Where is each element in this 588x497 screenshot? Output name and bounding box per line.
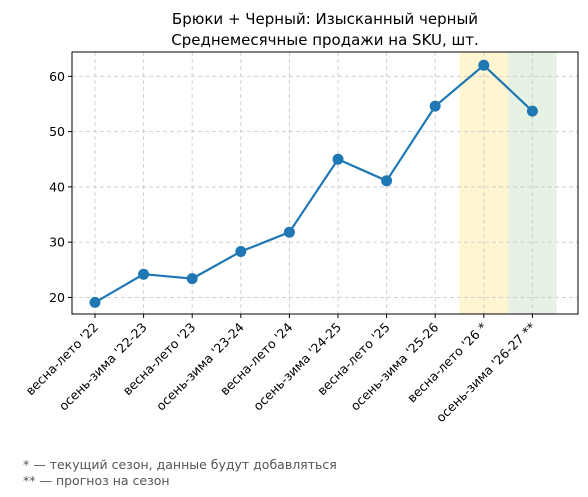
highlight-band-1 bbox=[459, 52, 509, 314]
season-highlights bbox=[459, 52, 557, 314]
series bbox=[89, 59, 538, 308]
x-tick-label-8: осень-зима '25-26 bbox=[347, 319, 441, 413]
y-tick-label-20: 20 bbox=[49, 290, 65, 305]
y-tick-label-30: 30 bbox=[49, 235, 65, 250]
data-point-5 bbox=[283, 226, 295, 238]
data-point-2 bbox=[138, 268, 150, 280]
data-point-7 bbox=[381, 175, 393, 187]
footnotes: * — текущий сезон, данные будут добавлят… bbox=[23, 457, 337, 488]
data-point-1 bbox=[89, 296, 101, 308]
x-tick-label-4: осень-зима '23-24 bbox=[153, 319, 247, 413]
x-tick-label-2: осень-зима '22-23 bbox=[56, 320, 150, 414]
y-tick-label-40: 40 bbox=[49, 179, 65, 194]
chart-title-line-1: Брюки + Черный: Изысканный черный bbox=[172, 10, 478, 28]
x-tick-label-10: осень-зима '26-27 ** bbox=[433, 320, 539, 426]
highlight-band-2 bbox=[508, 52, 557, 314]
footnote-current-season: * — текущий сезон, данные будут добавлят… bbox=[23, 457, 337, 472]
data-point-4 bbox=[235, 246, 247, 258]
grid bbox=[72, 52, 578, 314]
data-point-8 bbox=[429, 100, 441, 112]
data-point-3 bbox=[186, 273, 198, 285]
footnote-forecast: ** — прогноз на сезон bbox=[23, 473, 170, 488]
data-point-10 bbox=[526, 105, 538, 117]
series-line-1 bbox=[94, 64, 534, 304]
plot-frame bbox=[71, 51, 579, 315]
data-point-6 bbox=[332, 153, 344, 165]
x-tick-label-6: осень-зима '24-25 bbox=[250, 320, 344, 414]
y-tick-label-60: 60 bbox=[49, 69, 65, 84]
data-point-9 bbox=[478, 59, 490, 71]
chart-title: Брюки + Черный: Изысканный черный Средне… bbox=[171, 10, 479, 49]
y-tick-label-50: 50 bbox=[49, 124, 65, 139]
chart-title-line-2: Среднемесячные продажи на SKU, шт. bbox=[171, 31, 479, 49]
